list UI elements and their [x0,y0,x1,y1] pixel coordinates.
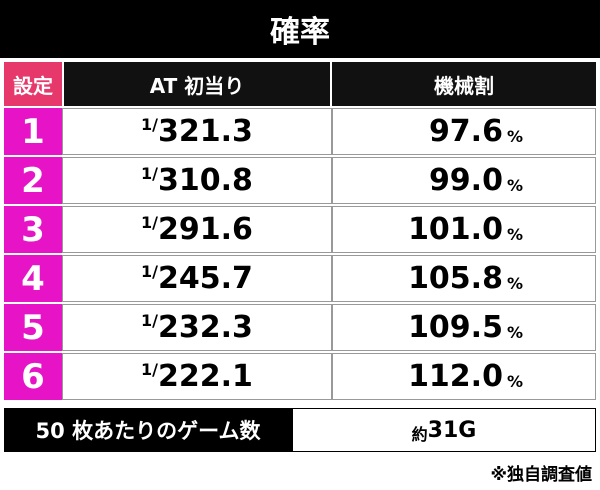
denominator: 321.3 [158,114,253,149]
payout-cell: 109.5% [332,304,596,351]
payout-unit: % [506,225,523,244]
setting-cell: 5 [4,304,62,351]
header-cell: 機械割 [332,62,596,106]
setting-cell: 6 [4,353,62,400]
title: 確率 [0,0,600,58]
payout-cell: 112.0% [332,353,596,400]
denominator: 222.1 [158,359,253,394]
fraction-prefix: 1/ [141,164,159,183]
payout-cell: 99.0% [332,157,596,204]
denominator: 245.7 [158,261,253,296]
payout-unit: % [506,274,523,293]
header-cell: 設定 [4,62,62,106]
payout-cell: 105.8% [332,255,596,302]
footer-label: 50 枚あたりのゲーム数 [4,408,292,452]
setting-cell: 3 [4,206,62,253]
payout-value: 97.6 [428,114,503,149]
fraction-prefix: 1/ [141,115,159,134]
probability-cell: 1/245.7 [62,255,332,302]
probability-cell: 1/321.3 [62,108,332,155]
setting-cell: 1 [4,108,62,155]
payout-value: 105.8 [408,261,503,296]
fraction-prefix: 1/ [141,311,159,330]
footer-prefix: 約 [411,425,428,444]
note: ※独自調査値 [490,464,592,485]
fraction-prefix: 1/ [141,213,159,232]
probability-cell: 1/222.1 [62,353,332,400]
setting-cell: 4 [4,255,62,302]
fraction-prefix: 1/ [141,262,159,281]
footer-number: 31G [427,417,477,443]
header-cell: AT 初当り [64,62,330,106]
payout-unit: % [506,176,523,195]
probability-cell: 1/232.3 [62,304,332,351]
payout-unit: % [506,372,523,391]
denominator: 310.8 [158,163,253,198]
payout-value: 101.0 [408,212,503,247]
setting-cell: 2 [4,157,62,204]
footer-value: 約 31G [292,408,596,452]
payout-unit: % [506,127,523,146]
payout-unit: % [506,323,523,342]
probability-cell: 1/291.6 [62,206,332,253]
denominator: 232.3 [158,310,253,345]
payout-cell: 97.6% [332,108,596,155]
payout-value: 99.0 [428,163,503,198]
payout-value: 112.0 [408,359,503,394]
denominator: 291.6 [158,212,253,247]
fraction-prefix: 1/ [141,360,159,379]
probability-cell: 1/310.8 [62,157,332,204]
payout-value: 109.5 [408,310,503,345]
payout-cell: 101.0% [332,206,596,253]
